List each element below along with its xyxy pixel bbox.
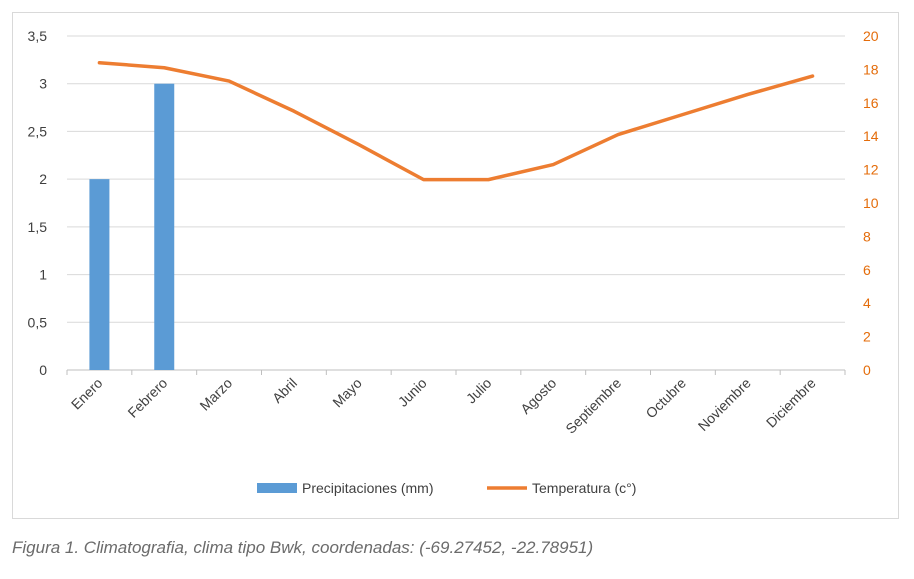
x-tick-label: Octubre <box>643 375 690 422</box>
grid-lines <box>66 35 846 375</box>
left-tick-label: 0,5 <box>28 314 48 330</box>
x-axis-ticks: Enero Febrero Marzo Abril Mayo Junio Julio Agos… <box>68 375 819 437</box>
right-tick-label: 14 <box>863 128 879 144</box>
x-tick-label: Junio <box>395 375 430 410</box>
right-tick-label: 20 <box>863 28 879 44</box>
right-tick-label: 2 <box>863 329 871 345</box>
climate-chart: 0 0,5 1 1,5 2 2,5 3 3,5 0 2 4 6 8 10 12 14 16 18 20 Enero… <box>28 28 879 496</box>
temperature-line-group <box>97 60 815 182</box>
right-axis-ticks: 0 2 4 6 8 10 12 14 16 18 20 <box>863 28 879 378</box>
left-tick-label: 2,5 <box>28 123 48 139</box>
figure-caption: Figura 1. Climatografia, clima tipo Bwk,… <box>12 538 594 557</box>
x-tick-label: Abril <box>269 375 300 406</box>
x-tick-label: Diciembre <box>763 375 819 431</box>
temperature-line <box>97 60 815 182</box>
x-tick-label: Noviembre <box>695 375 754 434</box>
left-tick-label: 1,5 <box>28 219 48 235</box>
precipitation-bars <box>89 83 175 370</box>
right-tick-label: 6 <box>863 262 871 278</box>
chart-frame: 0 0,5 1 1,5 2 2,5 3 3,5 0 2 4 6 8 10 12 14 16 18 20 Enero… <box>12 12 899 519</box>
x-tick-label: Agosto <box>517 375 559 417</box>
right-tick-label: 12 <box>863 162 879 178</box>
legend-label-precipitation: Precipitaciones (mm) <box>302 480 433 496</box>
x-tick-label: Julio <box>463 375 495 407</box>
x-tick-label: Mayo <box>329 375 365 411</box>
right-tick-label: 16 <box>863 95 879 111</box>
left-tick-label: 2 <box>39 171 47 187</box>
right-tick-label: 18 <box>863 61 879 77</box>
right-tick-label: 0 <box>863 362 871 378</box>
x-tick-label: Febrero <box>124 375 170 421</box>
legend-label-temperature: Temperatura (c°) <box>532 480 636 496</box>
precipitation-bar <box>154 83 175 370</box>
precipitation-bar <box>89 179 110 370</box>
left-tick-label: 0 <box>39 362 47 378</box>
legend: Precipitaciones (mm) Temperatura (c°) <box>257 480 636 496</box>
x-tick-label: Septiembre <box>562 375 624 437</box>
x-tick-label: Enero <box>68 375 106 413</box>
legend-swatch-precipitation <box>257 483 297 493</box>
left-tick-label: 3,5 <box>28 28 48 44</box>
right-tick-label: 8 <box>863 228 871 244</box>
x-tick-label: Marzo <box>196 375 235 414</box>
left-tick-label: 3 <box>39 76 47 92</box>
left-axis-ticks: 0 0,5 1 1,5 2 2,5 3 3,5 <box>28 28 48 378</box>
left-tick-label: 1 <box>39 267 47 283</box>
right-tick-label: 10 <box>863 195 879 211</box>
right-tick-label: 4 <box>863 295 871 311</box>
